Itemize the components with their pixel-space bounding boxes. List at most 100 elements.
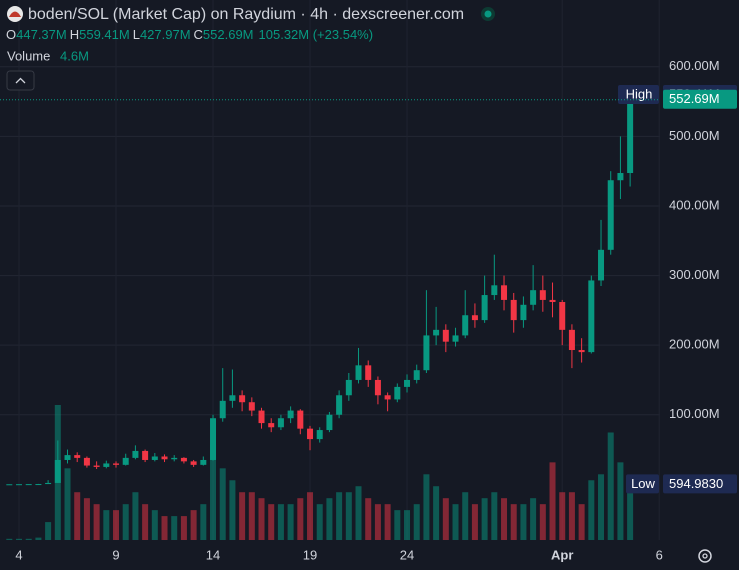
volume-bar bbox=[287, 504, 294, 540]
candle-body bbox=[433, 329, 440, 336]
candle-body bbox=[326, 414, 333, 431]
price-label-box bbox=[663, 474, 737, 494]
volume-bar bbox=[374, 504, 381, 540]
candle-body bbox=[588, 280, 595, 353]
price-label: 594.9830 bbox=[669, 476, 723, 491]
settings-icon[interactable] bbox=[698, 549, 712, 563]
volume-layer bbox=[6, 405, 634, 540]
candle-body bbox=[559, 302, 566, 330]
candle-body bbox=[142, 450, 149, 460]
volume-bar bbox=[384, 504, 391, 540]
candle-body bbox=[132, 450, 139, 458]
candle-body bbox=[355, 365, 362, 380]
volume-bar bbox=[229, 480, 236, 540]
volume-bar bbox=[258, 498, 265, 540]
volume-bar bbox=[452, 504, 459, 540]
volume-bar bbox=[219, 468, 226, 540]
candle-body bbox=[277, 418, 284, 428]
candle-body bbox=[471, 315, 478, 321]
volume-bar bbox=[210, 444, 217, 540]
ohlc-key: H bbox=[70, 27, 79, 42]
price-label-tag: Low bbox=[631, 476, 655, 491]
volume-bar bbox=[520, 504, 527, 540]
candle-body bbox=[549, 299, 556, 303]
volume-bar bbox=[345, 492, 352, 540]
volume-bar bbox=[617, 462, 624, 540]
candle-body bbox=[627, 99, 634, 174]
volume-bar bbox=[326, 498, 333, 540]
volume-bar bbox=[35, 537, 42, 540]
volume-bar bbox=[413, 504, 420, 540]
ohlc-key: O bbox=[6, 27, 16, 42]
volume-bar bbox=[607, 432, 614, 540]
candle-body bbox=[462, 315, 469, 336]
volume-bar bbox=[316, 504, 323, 540]
price-label-tag-box bbox=[626, 474, 659, 494]
volume-bar bbox=[190, 510, 197, 540]
volume-bar bbox=[64, 468, 71, 540]
ohlc-line: O447.37M H559.41M L427.97M C552.69M 105.32M … bbox=[6, 27, 373, 42]
volume-bar bbox=[277, 504, 284, 540]
live-dot bbox=[484, 10, 492, 18]
volume-bar bbox=[248, 492, 255, 540]
volume-bar bbox=[25, 538, 32, 540]
candle-body bbox=[578, 350, 585, 353]
settings-icon-center bbox=[702, 553, 708, 559]
candle-body bbox=[258, 410, 265, 424]
y-tick-label: 400.00M bbox=[669, 197, 720, 212]
x-tick-label: 9 bbox=[112, 547, 119, 562]
volume-bar bbox=[404, 510, 411, 540]
candle-body bbox=[151, 456, 158, 460]
volume-bar bbox=[122, 504, 129, 540]
candle-body bbox=[442, 329, 449, 342]
ohlc-key: C bbox=[194, 27, 203, 42]
candle-body bbox=[74, 455, 81, 458]
volume-bar bbox=[93, 504, 100, 540]
candle-body bbox=[171, 457, 178, 460]
x-tick-label: 19 bbox=[303, 547, 317, 562]
volume-bar bbox=[568, 492, 575, 540]
volume-bar bbox=[132, 492, 139, 540]
volume-bar bbox=[83, 498, 90, 540]
volume-bar bbox=[510, 504, 517, 540]
volume-bar bbox=[559, 492, 566, 540]
candle-body bbox=[520, 304, 527, 321]
candle-body bbox=[268, 423, 275, 428]
y-tick-label: 100.00M bbox=[669, 406, 720, 421]
candle-body bbox=[113, 463, 120, 465]
volume-bar bbox=[627, 485, 634, 540]
candle-body bbox=[384, 395, 391, 400]
volume-bar bbox=[442, 498, 449, 540]
volume-bar bbox=[268, 504, 275, 540]
candle-layer bbox=[6, 95, 634, 486]
volume-bar bbox=[462, 492, 469, 540]
candle-body bbox=[336, 395, 343, 415]
candle-body bbox=[122, 457, 129, 465]
y-tick-label: 300.00M bbox=[669, 267, 720, 282]
candle-body bbox=[287, 410, 294, 419]
ohlc-value: 559.41M bbox=[79, 27, 130, 42]
y-tick-label: 600.00M bbox=[669, 58, 720, 73]
candle-body bbox=[35, 484, 42, 486]
candle-body bbox=[539, 290, 546, 300]
collapse-button[interactable] bbox=[6, 70, 35, 91]
price-label: 552.69M bbox=[669, 91, 720, 106]
candle-body bbox=[481, 295, 488, 321]
candle-body bbox=[510, 299, 517, 321]
candle-body bbox=[190, 461, 197, 465]
candle-body bbox=[297, 410, 304, 429]
ohlc-change: 105.32M (+23.54%) bbox=[259, 27, 374, 42]
ohlc-value: 427.97M bbox=[140, 27, 191, 42]
volume-bar bbox=[598, 474, 605, 540]
candle-body bbox=[25, 484, 32, 486]
candle-body bbox=[83, 457, 90, 466]
candle-body bbox=[404, 379, 411, 387]
volume-bar bbox=[471, 504, 478, 540]
candle-body bbox=[452, 335, 459, 342]
candle-body bbox=[598, 249, 605, 281]
logo-mark bbox=[9, 11, 21, 17]
volume-bar bbox=[113, 510, 120, 540]
volume-bar bbox=[16, 538, 23, 540]
candle-body bbox=[248, 402, 255, 411]
